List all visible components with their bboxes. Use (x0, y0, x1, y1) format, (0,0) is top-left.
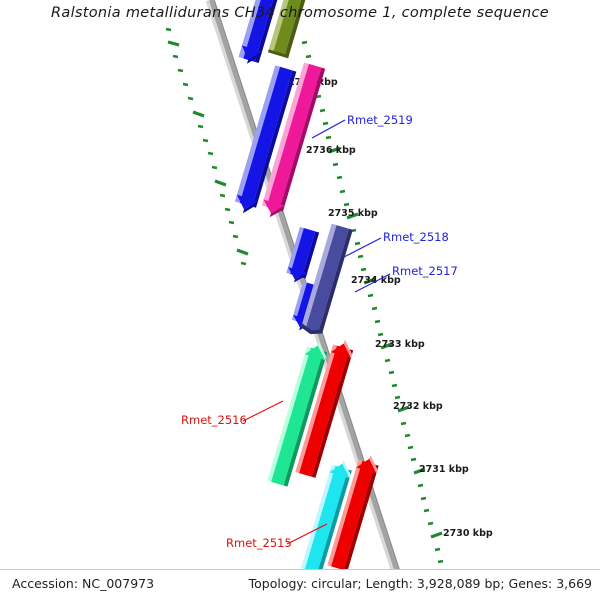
gene-label: Rmet_2518 (383, 230, 449, 244)
tick-label: 2734 kbp (351, 275, 401, 286)
page-title: Ralstonia metallidurans CH34 chromosome … (51, 5, 549, 21)
gene-label: Rmet_2517 (392, 264, 458, 278)
gene-label: Rmet_2516 (181, 413, 247, 427)
tick-label: 2731 kbp (419, 464, 469, 475)
tick-label: 2732 kbp (393, 401, 443, 412)
callout-rmet-2519[interactable]: Rmet_2519 (311, 113, 413, 139)
feature-red-2515[interactable] (327, 452, 381, 572)
callout-rmet-2516[interactable]: Rmet_2516 (181, 400, 284, 427)
feature-blue-top[interactable] (237, 0, 289, 67)
sequence-summary-text: Topology: circular; Length: 3,928,089 bp… (248, 576, 592, 591)
callout-rmet-2517[interactable]: Rmet_2517 (354, 264, 458, 293)
tick-label: 2736 kbp (306, 145, 356, 156)
feature-olive-top[interactable] (267, 0, 317, 59)
axis-ticks-left (165, 27, 249, 266)
callout-rmet-2518[interactable]: Rmet_2518 (343, 230, 449, 258)
tick-label: 2735 kbp (328, 208, 378, 219)
feature-green-2516[interactable] (267, 339, 329, 487)
gene-callouts[interactable]: Rmet_2519 Rmet_2518 Rmet_2517 Rmet_2516 … (181, 113, 458, 550)
feature-cyan-2515[interactable] (301, 457, 354, 575)
gene-label: Rmet_2519 (347, 113, 413, 127)
feature-navy-2518[interactable] (300, 223, 353, 338)
feature-magenta-2519[interactable] (259, 62, 326, 220)
callout-rmet-2515[interactable]: Rmet_2515 (226, 523, 328, 550)
feature-red-2516[interactable] (295, 337, 355, 478)
tick-label: 2730 kbp (443, 528, 493, 539)
status-bar: Accession: NC_007973 Topology: circular;… (0, 569, 600, 600)
feature-blue-2517a[interactable] (284, 226, 320, 285)
accession-text: Accession: NC_007973 (12, 576, 155, 591)
feature-blue-2519[interactable] (232, 65, 297, 216)
gene-label: Rmet_2515 (226, 536, 292, 550)
tick-label: 2733 kbp (375, 339, 425, 350)
